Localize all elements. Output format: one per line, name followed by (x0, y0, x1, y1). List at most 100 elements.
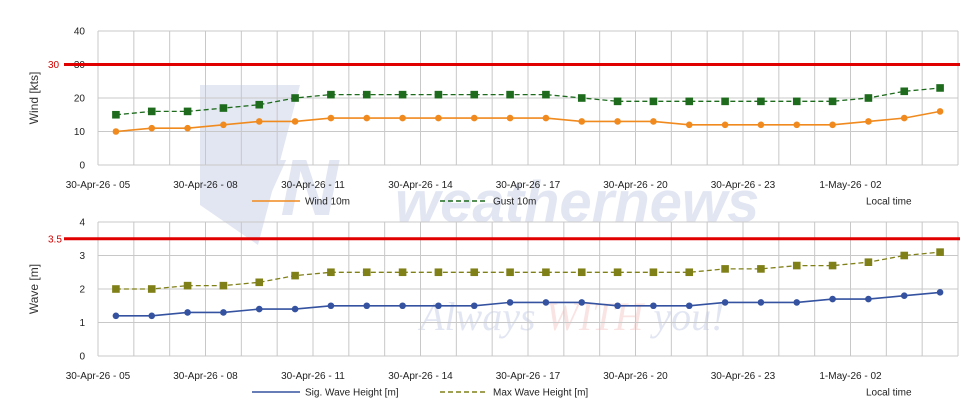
wind-x-tick-label: 30-Apr-26 - 17 (496, 180, 561, 191)
wind-x-tick-label: 30-Apr-26 - 05 (66, 180, 131, 191)
wind-series-2-point (542, 90, 550, 99)
wave-series-1-point (399, 302, 406, 310)
wind-series-1-point (470, 114, 478, 122)
wind-series-1-point (506, 114, 514, 122)
wind-x-tick-label: 30-Apr-26 - 11 (281, 180, 345, 191)
wave-series-2-point (792, 261, 801, 270)
wind-series-1-point (327, 114, 335, 122)
wind-y-tick-label: 40 (74, 27, 86, 38)
wind-series-1-point (900, 114, 908, 122)
wave-series-2-point (434, 268, 443, 277)
wave-legend-label-2: Max Wave Height [m] (493, 388, 588, 399)
wave-legend-label-1: Sig. Wave Height [m] (305, 388, 399, 399)
wind-series-2-point (792, 97, 801, 106)
watermark-tagline: Always WITH you! (417, 294, 724, 339)
wave-series-1-point (255, 305, 263, 313)
wind-series-2-point (649, 97, 658, 106)
wave-x-tick-label: 30-Apr-26 - 14 (388, 371, 453, 382)
wave-series-line-2 (115, 251, 941, 290)
wave-series-2-point (362, 268, 371, 277)
wave-series-1-point (721, 299, 729, 306)
wind-series-2-point (362, 90, 371, 99)
wind-series-1-point (793, 121, 801, 129)
wave-series-1-point (435, 302, 442, 310)
wave-x-tick-label: 30-Apr-26 - 11 (281, 371, 345, 382)
wave-series-1-point (578, 299, 586, 306)
wind-series-2-point (183, 107, 192, 116)
wind-series-1-point (184, 124, 191, 132)
wind-series-2-point (219, 104, 228, 112)
wind-series-2-point (291, 94, 299, 102)
wind-series-2-point (327, 90, 335, 99)
wave-series-1-point (506, 299, 514, 306)
wave-series-1-point (650, 302, 657, 310)
wave-x-tick-label: 30-Apr-26 - 17 (496, 371, 561, 382)
wind-series-2-point (828, 97, 837, 106)
wind-legend-label-1: Wind 10m (305, 197, 350, 208)
wind-series-2-point (147, 107, 156, 116)
watermark-tagline-b: WITH (546, 294, 646, 339)
wind-series-1-point (291, 118, 299, 125)
wave-legend-note: Local time (866, 388, 912, 399)
wave-series-2-point (112, 285, 120, 293)
wave-series-line-1 (115, 291, 941, 317)
wind-series-2-point (936, 84, 944, 92)
wave-series-2-point (685, 268, 694, 277)
wave-series-1-point (470, 302, 478, 310)
watermark-tagline-c: you! (643, 294, 724, 339)
wind-series-2-point (757, 97, 765, 106)
wind-y-axis-title: Wind [kts] (27, 72, 41, 125)
wind-series-1-point (220, 121, 227, 129)
wave-y-tick-label: 3 (79, 251, 85, 262)
wind-y-tick-label: 0 (79, 161, 85, 172)
wave-series-1-point (184, 309, 191, 316)
wind-series-1-point (435, 114, 442, 122)
wind-series-2-point (864, 94, 873, 102)
wave-panel: 0 1 2 3 4 Wave [m] 3.5 30-Apr-26 - 05 30-Apr-26 … (27, 218, 960, 399)
wind-series-1-point (757, 121, 765, 129)
watermark-logo-letters: WN (205, 143, 341, 232)
wave-series-2-point (183, 281, 192, 290)
wind-series-2-point (577, 94, 586, 102)
wind-series-line-2 (115, 87, 941, 116)
wind-series-line-1 (115, 110, 941, 133)
wind-series-1-point (363, 114, 371, 122)
wind-y-tick-label: 10 (74, 127, 86, 138)
wave-x-tick-label: 30-Apr-26 - 05 (66, 371, 131, 382)
wind-series-1-point (255, 118, 263, 125)
wind-series-2-point (112, 110, 120, 119)
wave-series-2-point (757, 265, 765, 273)
wave-y-tick-label: 4 (79, 218, 85, 229)
wave-series-1-point (900, 292, 908, 300)
wave-series-1-point (291, 305, 299, 313)
wind-series-2-point (470, 90, 479, 99)
wave-series-1-point (936, 289, 944, 296)
wave-x-tick-label: 30-Apr-26 - 08 (173, 371, 238, 382)
wave-series-1-point (757, 299, 765, 306)
wind-x-tick-label: 30-Apr-26 - 23 (711, 180, 776, 191)
wind-series-1-point (614, 118, 621, 125)
wave-series-1-point (363, 302, 371, 310)
wind-y-tick-label: 20 (74, 94, 86, 105)
wave-series-2-point (219, 281, 228, 290)
wave-series-1-point (685, 302, 693, 310)
wind-series-1-point (578, 118, 586, 125)
wind-series-1-point (721, 121, 729, 129)
wind-x-tick-label: 30-Apr-26 - 20 (603, 180, 668, 191)
wind-series-2-point (900, 87, 909, 96)
wave-y-tick-label: 2 (79, 285, 85, 296)
wave-series-2-point (506, 268, 514, 277)
wave-series-1-point (327, 302, 335, 310)
wave-series-2-point (613, 268, 622, 277)
wind-legend-note: Local time (866, 197, 912, 208)
wind-series-2-point (506, 90, 514, 99)
wind-series-2-point (255, 100, 264, 109)
wave-y-tick-label: 1 (79, 318, 85, 329)
wind-legend-label-2: Gust 10m (493, 197, 536, 208)
wind-x-tick-label: 30-Apr-26 - 14 (388, 180, 453, 191)
wave-x-tick-label: 30-Apr-26 - 20 (603, 371, 668, 382)
wave-series-2-point (147, 285, 156, 293)
wave-series-1-point (542, 299, 550, 306)
